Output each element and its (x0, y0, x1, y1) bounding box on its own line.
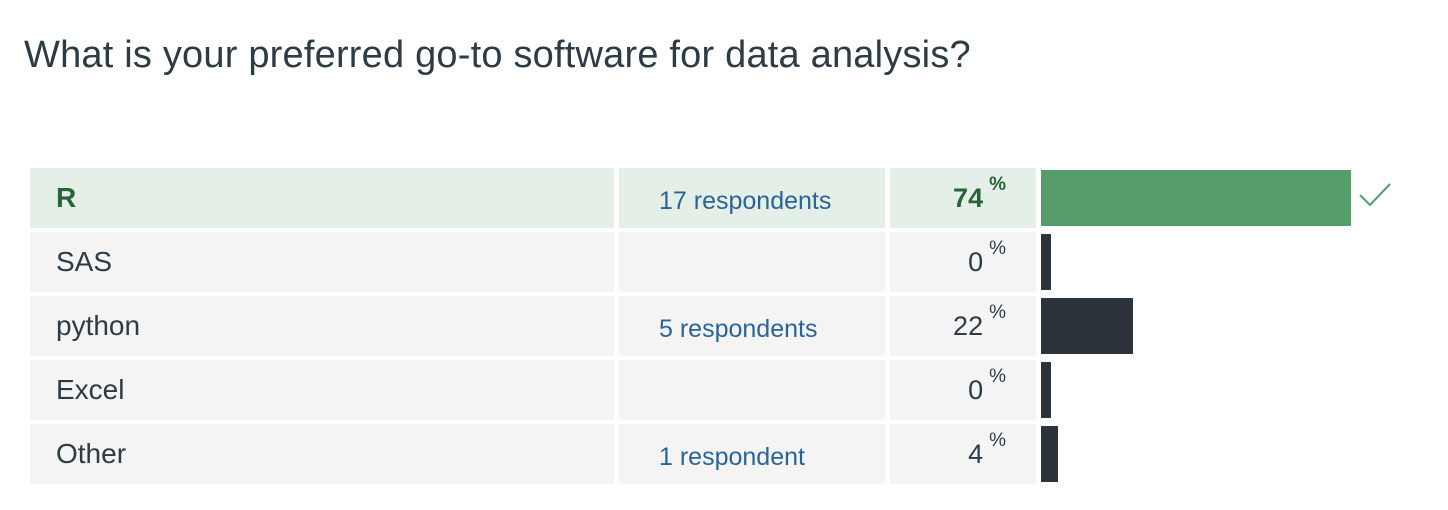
percent-symbol: % (989, 430, 1006, 451)
respondents-link[interactable]: 1 respondent (619, 424, 885, 484)
answer-bar (1041, 170, 1351, 226)
answer-bar-fill (1041, 234, 1051, 290)
answer-percent: 4% (890, 424, 1036, 484)
answer-row: python 5 respondents 22% (30, 296, 1410, 356)
answer-label: R (30, 168, 614, 228)
percent-value: 0 (968, 374, 984, 405)
answer-table: R 17 respondents 74% SAS 0% python 5 res… (30, 168, 1410, 488)
respondents-link[interactable] (619, 232, 885, 292)
answer-row: SAS 0% (30, 232, 1410, 292)
answer-bar (1041, 426, 1351, 482)
respondents-link[interactable]: 5 respondents (619, 296, 885, 356)
answer-row: Excel 0% (30, 360, 1410, 420)
check-icon (1359, 183, 1391, 207)
percent-symbol: % (989, 302, 1006, 323)
answer-bar-fill (1041, 170, 1351, 226)
answer-label: Excel (30, 360, 614, 420)
percent-symbol: % (989, 238, 1006, 259)
answer-percent: 74% (890, 168, 1036, 228)
answer-label: SAS (30, 232, 614, 292)
answer-row: Other 1 respondent 4% (30, 424, 1410, 484)
percent-symbol: % (989, 366, 1006, 387)
respondents-link[interactable] (619, 360, 885, 420)
answer-bar (1041, 362, 1351, 418)
percent-symbol: % (989, 174, 1006, 195)
answer-bar (1041, 298, 1351, 354)
answer-percent: 0% (890, 232, 1036, 292)
answer-percent: 22% (890, 296, 1036, 356)
percent-value: 0 (968, 246, 984, 277)
answer-label: python (30, 296, 614, 356)
percent-value: 74 (953, 182, 984, 213)
percent-value: 4 (968, 438, 984, 469)
answer-bar-fill (1041, 298, 1133, 354)
question-title: What is your preferred go-to software fo… (24, 34, 971, 76)
answer-label: Other (30, 424, 614, 484)
answer-percent: 0% (890, 360, 1036, 420)
respondents-link[interactable]: 17 respondents (619, 168, 885, 228)
answer-row: R 17 respondents 74% (30, 168, 1410, 228)
answer-bar-fill (1041, 362, 1051, 418)
answer-bar-fill (1041, 426, 1058, 482)
answer-bar (1041, 234, 1351, 290)
percent-value: 22 (953, 310, 984, 341)
